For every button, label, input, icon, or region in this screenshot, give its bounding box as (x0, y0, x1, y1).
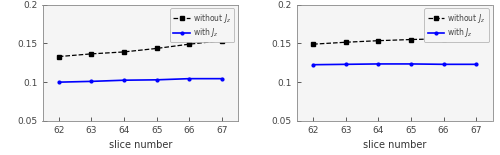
with $J_z$ (121, 79, 127, 81)
Line: without $J_z$: without $J_z$ (57, 39, 224, 58)
X-axis label: slice number: slice number (108, 140, 172, 150)
with $J_z$ (473, 63, 479, 65)
with $J_z$ (408, 63, 414, 65)
with $J_z$ (154, 79, 160, 81)
without $J_z$ (56, 56, 62, 58)
with $J_z$ (56, 81, 62, 83)
with $J_z$ (186, 78, 192, 80)
with $J_z$ (219, 78, 225, 80)
without $J_z$ (121, 51, 127, 53)
Line: without $J_z$: without $J_z$ (312, 37, 478, 46)
without $J_z$ (310, 43, 316, 45)
Line: with $J_z$: with $J_z$ (310, 61, 479, 67)
without $J_z$ (219, 40, 225, 42)
without $J_z$ (408, 39, 414, 40)
with $J_z$ (88, 80, 94, 82)
with $J_z$ (376, 63, 382, 65)
with $J_z$ (440, 63, 446, 65)
without $J_z$ (343, 41, 349, 43)
without $J_z$ (440, 38, 446, 40)
without $J_z$ (154, 48, 160, 49)
without $J_z$ (473, 38, 479, 39)
with $J_z$ (343, 63, 349, 65)
X-axis label: slice number: slice number (363, 140, 426, 150)
without $J_z$ (186, 43, 192, 45)
Legend: without $J_z$, with $J_z$: without $J_z$, with $J_z$ (424, 9, 488, 42)
without $J_z$ (376, 40, 382, 42)
Legend: without $J_z$, with $J_z$: without $J_z$, with $J_z$ (170, 9, 234, 42)
Line: with $J_z$: with $J_z$ (56, 76, 224, 85)
without $J_z$ (88, 53, 94, 55)
with $J_z$ (310, 64, 316, 66)
